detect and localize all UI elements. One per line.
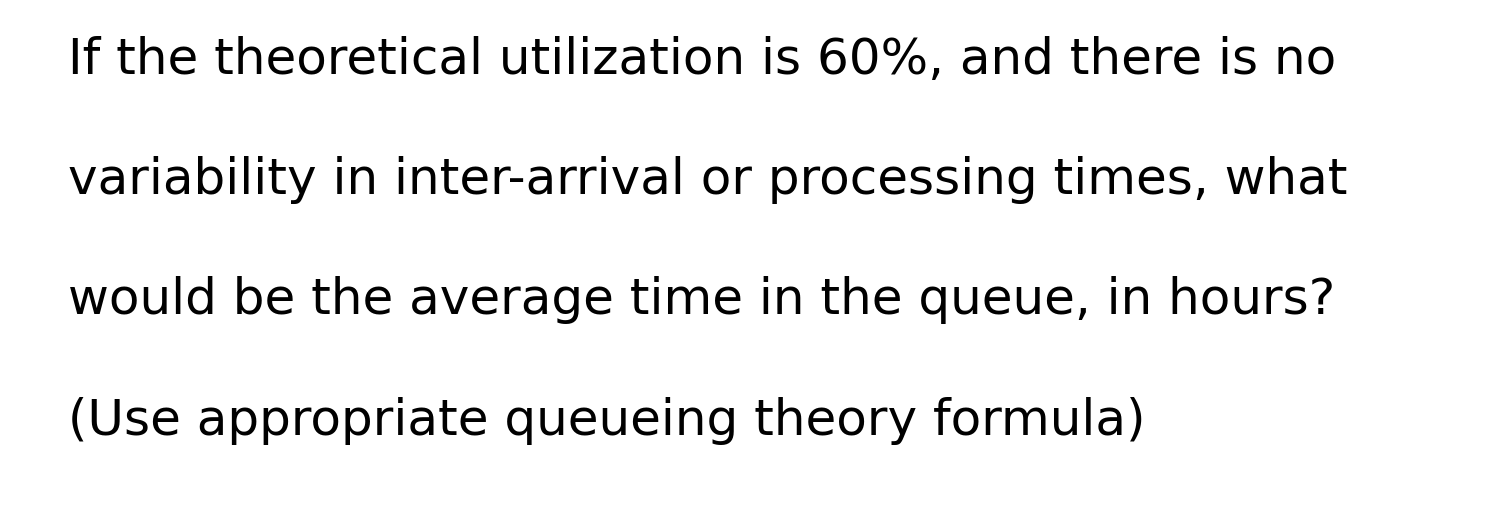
Text: If the theoretical utilization is 60%, and there is no: If the theoretical utilization is 60%, a… [68,36,1335,84]
Text: would be the average time in the queue, in hours?: would be the average time in the queue, … [68,276,1335,325]
Text: (Use appropriate queueing theory formula): (Use appropriate queueing theory formula… [68,397,1144,445]
Text: variability in inter-arrival or processing times, what: variability in inter-arrival or processi… [68,156,1347,204]
